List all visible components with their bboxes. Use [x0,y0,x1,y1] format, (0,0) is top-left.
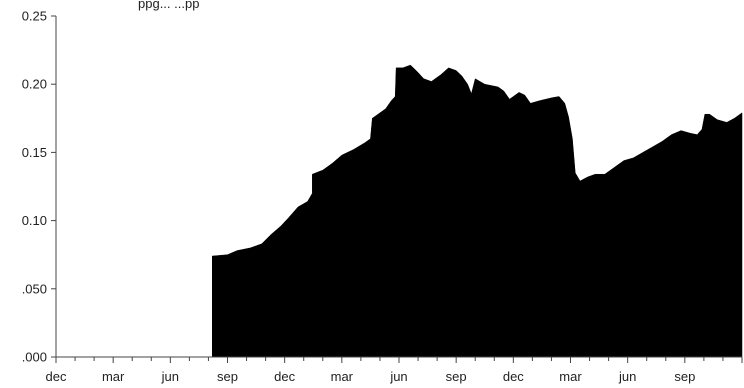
x-tick-label: sep [217,369,238,384]
x-tick-label: dec [503,369,524,384]
y-axis-ticks: .000 .050 0.10 0.15 0.20 0.25 [22,9,56,365]
x-tick-label: dec [274,369,295,384]
x-tick-label: mar [102,369,125,384]
chart-title-fragment: ppg... ...pp [138,0,199,11]
x-tick-label: jun [161,369,179,384]
x-tick-label: jun [618,369,636,384]
x-tick-label: mar [559,369,582,384]
x-tick-label: jun [389,369,407,384]
x-tick-label: sep [674,369,695,384]
y-tick-label: 0.15 [22,145,47,160]
y-tick-label: .050 [22,281,47,296]
y-tick-label: 0.25 [22,9,47,24]
x-tick-label: dec [46,369,67,384]
y-tick-label: 0.20 [22,77,47,92]
y-tick-label: 0.10 [22,213,47,228]
plot-area [56,64,743,358]
area-series [56,64,743,358]
x-tick-label: mar [331,369,354,384]
y-tick-label: .000 [22,350,47,365]
x-axis-ticks: dec mar jun sep dec mar jun sep dec mar jun sep [46,357,743,384]
x-tick-label: sep [446,369,467,384]
